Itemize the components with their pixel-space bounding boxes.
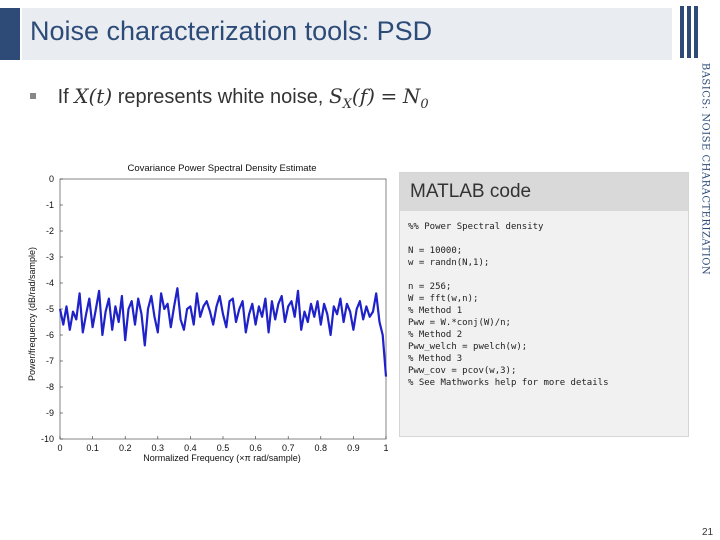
y-tick-label: -6 xyxy=(46,330,54,340)
chart-xlabel: Normalized Frequency (×π rad/sample) xyxy=(143,453,301,463)
math-n-subscript: 0 xyxy=(420,97,429,112)
bullet-point: If X(t) represents white noise, SX(f) = … xyxy=(30,84,429,112)
math-psd-symbol: S xyxy=(328,84,343,108)
code-line xyxy=(408,269,680,281)
psd-series-line xyxy=(58,287,388,377)
x-tick-label: 0.7 xyxy=(282,443,295,453)
page-number: 21 xyxy=(702,527,714,538)
math-psd-arg: (f) xyxy=(351,84,375,108)
chart-title: Covariance Power Spectral Density Estima… xyxy=(127,163,316,174)
bullet-prefix: If xyxy=(57,86,69,108)
math-n0: N0 xyxy=(402,84,429,112)
y-ticks: 0 -1 -2 -3 -4 -5 -6 -7 -8 -9 -10 xyxy=(41,174,63,444)
code-line: % Method 3 xyxy=(408,354,463,364)
y-tick-label: -4 xyxy=(46,278,54,288)
decoration-bar xyxy=(687,6,691,58)
math-psd: SX(f) xyxy=(328,84,375,112)
series-group xyxy=(58,287,388,377)
math-n-symbol: N xyxy=(402,84,421,108)
x-tick-label: 0.2 xyxy=(119,443,132,453)
y-tick-label: -1 xyxy=(46,200,54,210)
math-equals: = xyxy=(380,84,398,108)
code-line: % See Mathworks help for more details xyxy=(408,378,609,388)
y-tick-label: -7 xyxy=(46,356,54,366)
x-ticks: 0 0.1 0.2 0.3 0.4 0.5 0.6 0.7 0.8 0.9 1 xyxy=(57,436,389,453)
matlab-code-panel: MATLAB code %% Power Spectral density N … xyxy=(399,172,689,437)
code-line: w = randn(N,1); xyxy=(408,258,490,268)
title-accent-bar xyxy=(0,8,20,60)
bullet-middle-text: represents white noise, xyxy=(117,86,324,108)
section-side-label-text: BASICS: NOISE CHARACTERIZATION xyxy=(699,62,711,276)
matlab-panel-header: MATLAB code xyxy=(400,173,688,211)
math-psd-subscript: X xyxy=(342,97,352,112)
code-line: N = 10000; xyxy=(408,246,463,256)
decoration-bar xyxy=(694,6,698,58)
psd-chart: Covariance Power Spectral Density Estima… xyxy=(27,163,389,463)
bullet-marker xyxy=(30,92,36,99)
title-decoration-bars xyxy=(680,6,698,58)
y-tick-label: -9 xyxy=(46,408,54,418)
code-line: Pww_cov = pcov(w,3); xyxy=(408,366,517,376)
math-x-of-t: X(t) xyxy=(74,84,113,108)
x-tick-label: 0.3 xyxy=(152,443,165,453)
code-line: W = fft(w,n); xyxy=(408,294,479,304)
x-tick-label: 0.4 xyxy=(184,443,197,453)
code-line: Pww = W.*conj(W)/n; xyxy=(408,318,511,328)
x-tick-label: 0.5 xyxy=(217,443,230,453)
title-bar xyxy=(22,8,672,60)
code-line: Pww_welch = pwelch(w); xyxy=(408,342,528,352)
y-tick-label: -5 xyxy=(46,304,54,314)
y-tick-label: -3 xyxy=(46,252,54,262)
code-line: %% Power Spectral density xyxy=(408,222,544,232)
code-line xyxy=(408,233,680,245)
y-tick-label: -8 xyxy=(46,382,54,392)
slide-title: Noise characterization tools: PSD xyxy=(30,16,433,46)
matlab-code-block: %% Power Spectral density N = 10000; w =… xyxy=(400,211,688,389)
y-tick-label: -10 xyxy=(41,434,54,444)
section-side-label: BASICS: NOISE CHARACTERIZATION xyxy=(697,62,713,276)
x-tick-label: 0 xyxy=(57,443,62,453)
code-line: n = 256; xyxy=(408,282,452,292)
x-tick-label: 0.1 xyxy=(86,443,99,453)
y-tick-label: 0 xyxy=(49,174,54,184)
x-tick-label: 0.9 xyxy=(347,443,360,453)
decoration-bar xyxy=(680,6,684,58)
x-tick-label: 1 xyxy=(383,443,388,453)
x-tick-label: 0.8 xyxy=(315,443,328,453)
y-tick-label: -2 xyxy=(46,226,54,236)
code-line: % Method 1 xyxy=(408,306,463,316)
chart-ylabel: Power/frequency (dB/rad/sample) xyxy=(27,247,37,381)
code-line: % Method 2 xyxy=(408,330,463,340)
x-tick-label: 0.6 xyxy=(249,443,262,453)
